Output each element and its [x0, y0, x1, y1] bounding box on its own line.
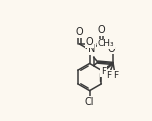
Text: F: F	[101, 67, 106, 76]
Text: Cl: Cl	[85, 97, 94, 106]
Text: F: F	[113, 71, 118, 80]
Text: O: O	[97, 25, 105, 35]
Text: F: F	[106, 71, 112, 79]
Text: CH₃: CH₃	[97, 39, 114, 48]
Text: O: O	[75, 27, 83, 37]
Text: O: O	[86, 37, 93, 47]
Text: O: O	[108, 44, 115, 54]
Text: N: N	[88, 44, 95, 54]
